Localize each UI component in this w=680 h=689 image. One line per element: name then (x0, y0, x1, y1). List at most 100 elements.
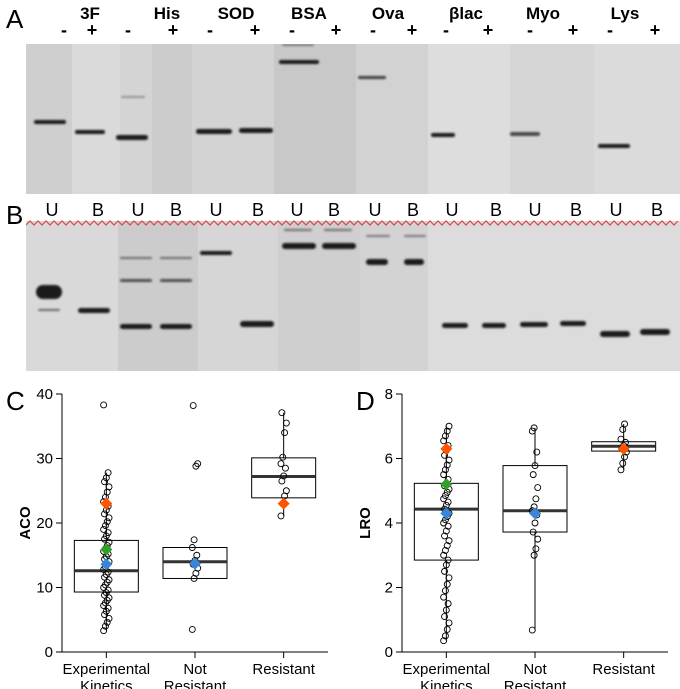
lane-minus: - (443, 20, 449, 40)
gel-band (510, 132, 540, 136)
data-point (441, 632, 449, 640)
data-point (530, 424, 538, 432)
gel-band (34, 120, 66, 124)
gel-band (282, 44, 314, 46)
lane-plus: + (86, 20, 98, 40)
gel-strip (118, 221, 198, 371)
lane-bound: B (251, 200, 264, 220)
gel-band (404, 235, 426, 237)
gel-band (284, 229, 312, 231)
data-point (194, 460, 202, 468)
lane-bound: B (406, 200, 419, 220)
y-tick-label: 8 (385, 386, 393, 403)
data-point (440, 593, 448, 601)
panel-label-c: C (6, 386, 25, 416)
data-point (101, 622, 109, 630)
data-point (442, 527, 450, 535)
data-point (443, 542, 451, 550)
protein-label-3f: 3F (80, 4, 100, 23)
data-point (443, 461, 451, 469)
data-point (441, 567, 448, 575)
y-tick-label: 0 (385, 644, 393, 661)
gel-band (324, 229, 352, 231)
protein-label-his: His (153, 4, 181, 23)
gel-strip (26, 44, 72, 194)
gel-band (600, 331, 630, 337)
data-point (531, 462, 539, 470)
data-point (440, 471, 448, 479)
gel-strip (72, 44, 120, 194)
gel-band (482, 323, 506, 328)
data-point (533, 448, 541, 456)
data-point (103, 518, 111, 526)
y-tick-label: 6 (385, 451, 393, 468)
protein-label-myo: Myo (526, 4, 560, 23)
data-point (443, 580, 451, 588)
lane-minus: - (61, 20, 67, 40)
gel-band (160, 324, 192, 329)
data-point (100, 525, 108, 533)
data-point (529, 528, 537, 536)
data-point (280, 472, 288, 480)
lane-minus: - (125, 20, 131, 40)
highlight-point (100, 558, 113, 571)
data-point (530, 551, 538, 559)
y-tick-label: 10 (36, 580, 53, 597)
lane-unbound: U (131, 200, 145, 220)
panel-label-b: B (6, 200, 24, 230)
gel-band (282, 243, 316, 249)
gel-band (120, 279, 152, 282)
gel-strip (428, 44, 510, 194)
data-point (101, 478, 108, 486)
data-point (104, 529, 112, 537)
data-point (188, 625, 196, 633)
box-plot-aco: 0 10 20 30 40 ACO Experimental Kinetics Not Resis… (17, 386, 328, 689)
lane-bound: B (327, 200, 340, 220)
highlight-point (529, 507, 541, 520)
lane-plus: + (167, 20, 179, 40)
protein-label-lys: Lys (610, 4, 640, 23)
gel-band (366, 235, 390, 237)
y-tick-label: 4 (385, 515, 393, 532)
gel-band (431, 133, 455, 137)
data-point (444, 498, 452, 506)
box-body (502, 465, 568, 533)
highlight-point (100, 497, 113, 510)
protein-label-bsa: BSA (291, 4, 327, 23)
data-point (440, 437, 448, 445)
data-point (534, 535, 542, 543)
panel-label-d: D (356, 386, 375, 416)
data-point (443, 625, 451, 633)
gel-band (640, 329, 670, 335)
data-point (441, 432, 449, 440)
lane-bound: B (650, 200, 663, 220)
highlight-point (440, 478, 453, 491)
gel-band (404, 259, 424, 265)
data-point (621, 420, 629, 428)
x-tick-label: Resistant (252, 661, 315, 678)
lane-minus: - (207, 20, 213, 40)
data-point (445, 574, 453, 582)
data-point (104, 469, 112, 477)
lane-plus: + (649, 20, 661, 40)
data-point (532, 495, 540, 503)
data-point (617, 466, 625, 474)
protein-label-sod: SOD (217, 4, 255, 23)
gel-strip (198, 221, 278, 371)
gel-band (116, 135, 148, 140)
data-point (101, 522, 109, 530)
data-point (100, 401, 108, 409)
gel-band (196, 129, 232, 134)
lane-bound: B (489, 200, 502, 220)
lane-unbound: U (445, 200, 459, 220)
y-axis-label: ACO (17, 506, 34, 540)
gel-strip (360, 221, 428, 371)
data-point (442, 561, 450, 569)
data-point (529, 471, 537, 479)
x-tick-label: Resistant (592, 661, 655, 678)
highlight-point (440, 442, 453, 455)
data-point (188, 544, 196, 551)
lane-plus: + (249, 20, 261, 40)
gel-strip (274, 44, 356, 194)
lane-minus: - (527, 20, 533, 40)
